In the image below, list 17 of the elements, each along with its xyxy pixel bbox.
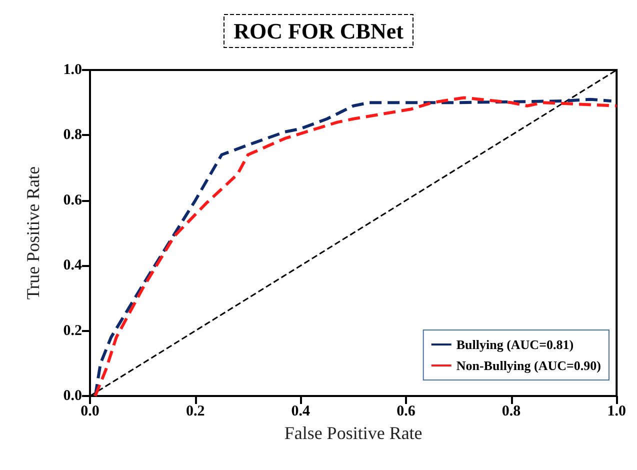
- y-tick-label: 0.4: [63, 258, 82, 274]
- x-axis-title: False Positive Rate: [284, 423, 422, 443]
- x-tick-label: 0.0: [80, 404, 100, 420]
- x-tick-label: 1.0: [607, 404, 626, 420]
- legend-label: Non-Bullying (AUC=0.90): [456, 358, 602, 373]
- chart-title: ROC FOR CBNet: [234, 18, 404, 44]
- y-tick-label: 0.2: [63, 322, 82, 339]
- y-axis-title: True Positive Rate: [23, 166, 43, 300]
- y-tick-label: 0.8: [63, 127, 82, 144]
- legend-label: Bullying (AUC=0.81): [456, 337, 574, 352]
- y-tick-label: 0.0: [63, 388, 82, 404]
- x-tick-label: 0.4: [291, 404, 311, 420]
- y-tick-label: 1.0: [63, 62, 82, 78]
- y-tick-label: 0.6: [63, 192, 82, 208]
- x-tick-label: 0.8: [502, 404, 521, 420]
- x-tick-label: 0.6: [396, 404, 416, 420]
- x-tick-label: 0.2: [186, 404, 205, 420]
